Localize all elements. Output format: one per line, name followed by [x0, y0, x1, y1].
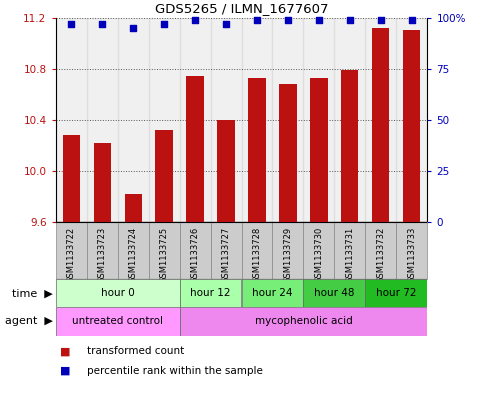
Text: transformed count: transformed count — [87, 346, 184, 356]
Bar — [217, 120, 235, 222]
Bar — [334, 18, 366, 222]
Text: GSM1133732: GSM1133732 — [376, 227, 385, 283]
Point — [98, 21, 106, 27]
Bar — [149, 222, 180, 279]
Text: GSM1133727: GSM1133727 — [222, 227, 230, 283]
Text: GSM1133729: GSM1133729 — [284, 227, 293, 283]
Bar — [211, 18, 242, 222]
Bar — [403, 30, 421, 222]
Text: mycophenolic acid: mycophenolic acid — [255, 316, 353, 327]
Point — [222, 21, 230, 27]
Bar — [180, 222, 211, 279]
Text: untreated control: untreated control — [72, 316, 163, 327]
Text: hour 12: hour 12 — [190, 288, 231, 298]
Text: GSM1133724: GSM1133724 — [128, 227, 138, 283]
Bar — [125, 194, 142, 222]
Point — [315, 17, 323, 23]
Point — [377, 17, 385, 23]
Text: GSM1133722: GSM1133722 — [67, 227, 75, 283]
Bar — [303, 279, 366, 307]
Bar — [248, 78, 266, 222]
Bar — [366, 279, 427, 307]
Bar — [56, 222, 86, 279]
Bar — [242, 18, 272, 222]
Text: GSM1133723: GSM1133723 — [98, 227, 107, 283]
Text: hour 72: hour 72 — [376, 288, 417, 298]
Point — [129, 25, 137, 31]
Bar — [56, 307, 180, 336]
Point — [253, 17, 261, 23]
Bar — [117, 18, 149, 222]
Bar — [186, 76, 203, 222]
Text: GSM1133730: GSM1133730 — [314, 227, 324, 283]
Bar — [366, 18, 397, 222]
Bar — [303, 222, 334, 279]
Bar — [311, 78, 327, 222]
Bar — [397, 222, 427, 279]
Bar — [180, 18, 211, 222]
Bar — [86, 18, 117, 222]
Bar — [303, 18, 334, 222]
Bar — [272, 222, 303, 279]
Bar — [62, 135, 80, 222]
Text: GSM1133728: GSM1133728 — [253, 227, 261, 283]
Text: hour 24: hour 24 — [252, 288, 293, 298]
Bar — [56, 279, 180, 307]
Bar — [341, 70, 358, 222]
Bar — [56, 18, 86, 222]
Bar — [334, 222, 366, 279]
Point — [67, 21, 75, 27]
Text: time  ▶: time ▶ — [13, 288, 53, 298]
Bar — [397, 18, 427, 222]
Point — [284, 17, 292, 23]
Point — [408, 17, 416, 23]
Point — [191, 17, 199, 23]
Bar — [117, 222, 149, 279]
Bar — [372, 28, 389, 222]
Point — [346, 17, 354, 23]
Bar — [94, 143, 111, 222]
Bar — [180, 307, 427, 336]
Bar — [366, 222, 397, 279]
Bar — [156, 130, 172, 222]
Text: percentile rank within the sample: percentile rank within the sample — [87, 366, 263, 376]
Text: GSM1133725: GSM1133725 — [159, 227, 169, 283]
Title: GDS5265 / ILMN_1677607: GDS5265 / ILMN_1677607 — [155, 2, 328, 15]
Text: ■: ■ — [60, 366, 71, 376]
Bar — [280, 84, 297, 222]
Bar — [149, 18, 180, 222]
Text: GSM1133733: GSM1133733 — [408, 227, 416, 283]
Text: GSM1133726: GSM1133726 — [190, 227, 199, 283]
Text: GSM1133731: GSM1133731 — [345, 227, 355, 283]
Text: ■: ■ — [60, 346, 71, 356]
Text: hour 0: hour 0 — [100, 288, 134, 298]
Bar — [180, 279, 242, 307]
Text: hour 48: hour 48 — [314, 288, 355, 298]
Bar — [242, 279, 303, 307]
Text: agent  ▶: agent ▶ — [5, 316, 53, 327]
Bar — [86, 222, 117, 279]
Bar — [242, 222, 272, 279]
Point — [160, 21, 168, 27]
Bar — [272, 18, 303, 222]
Bar — [211, 222, 242, 279]
